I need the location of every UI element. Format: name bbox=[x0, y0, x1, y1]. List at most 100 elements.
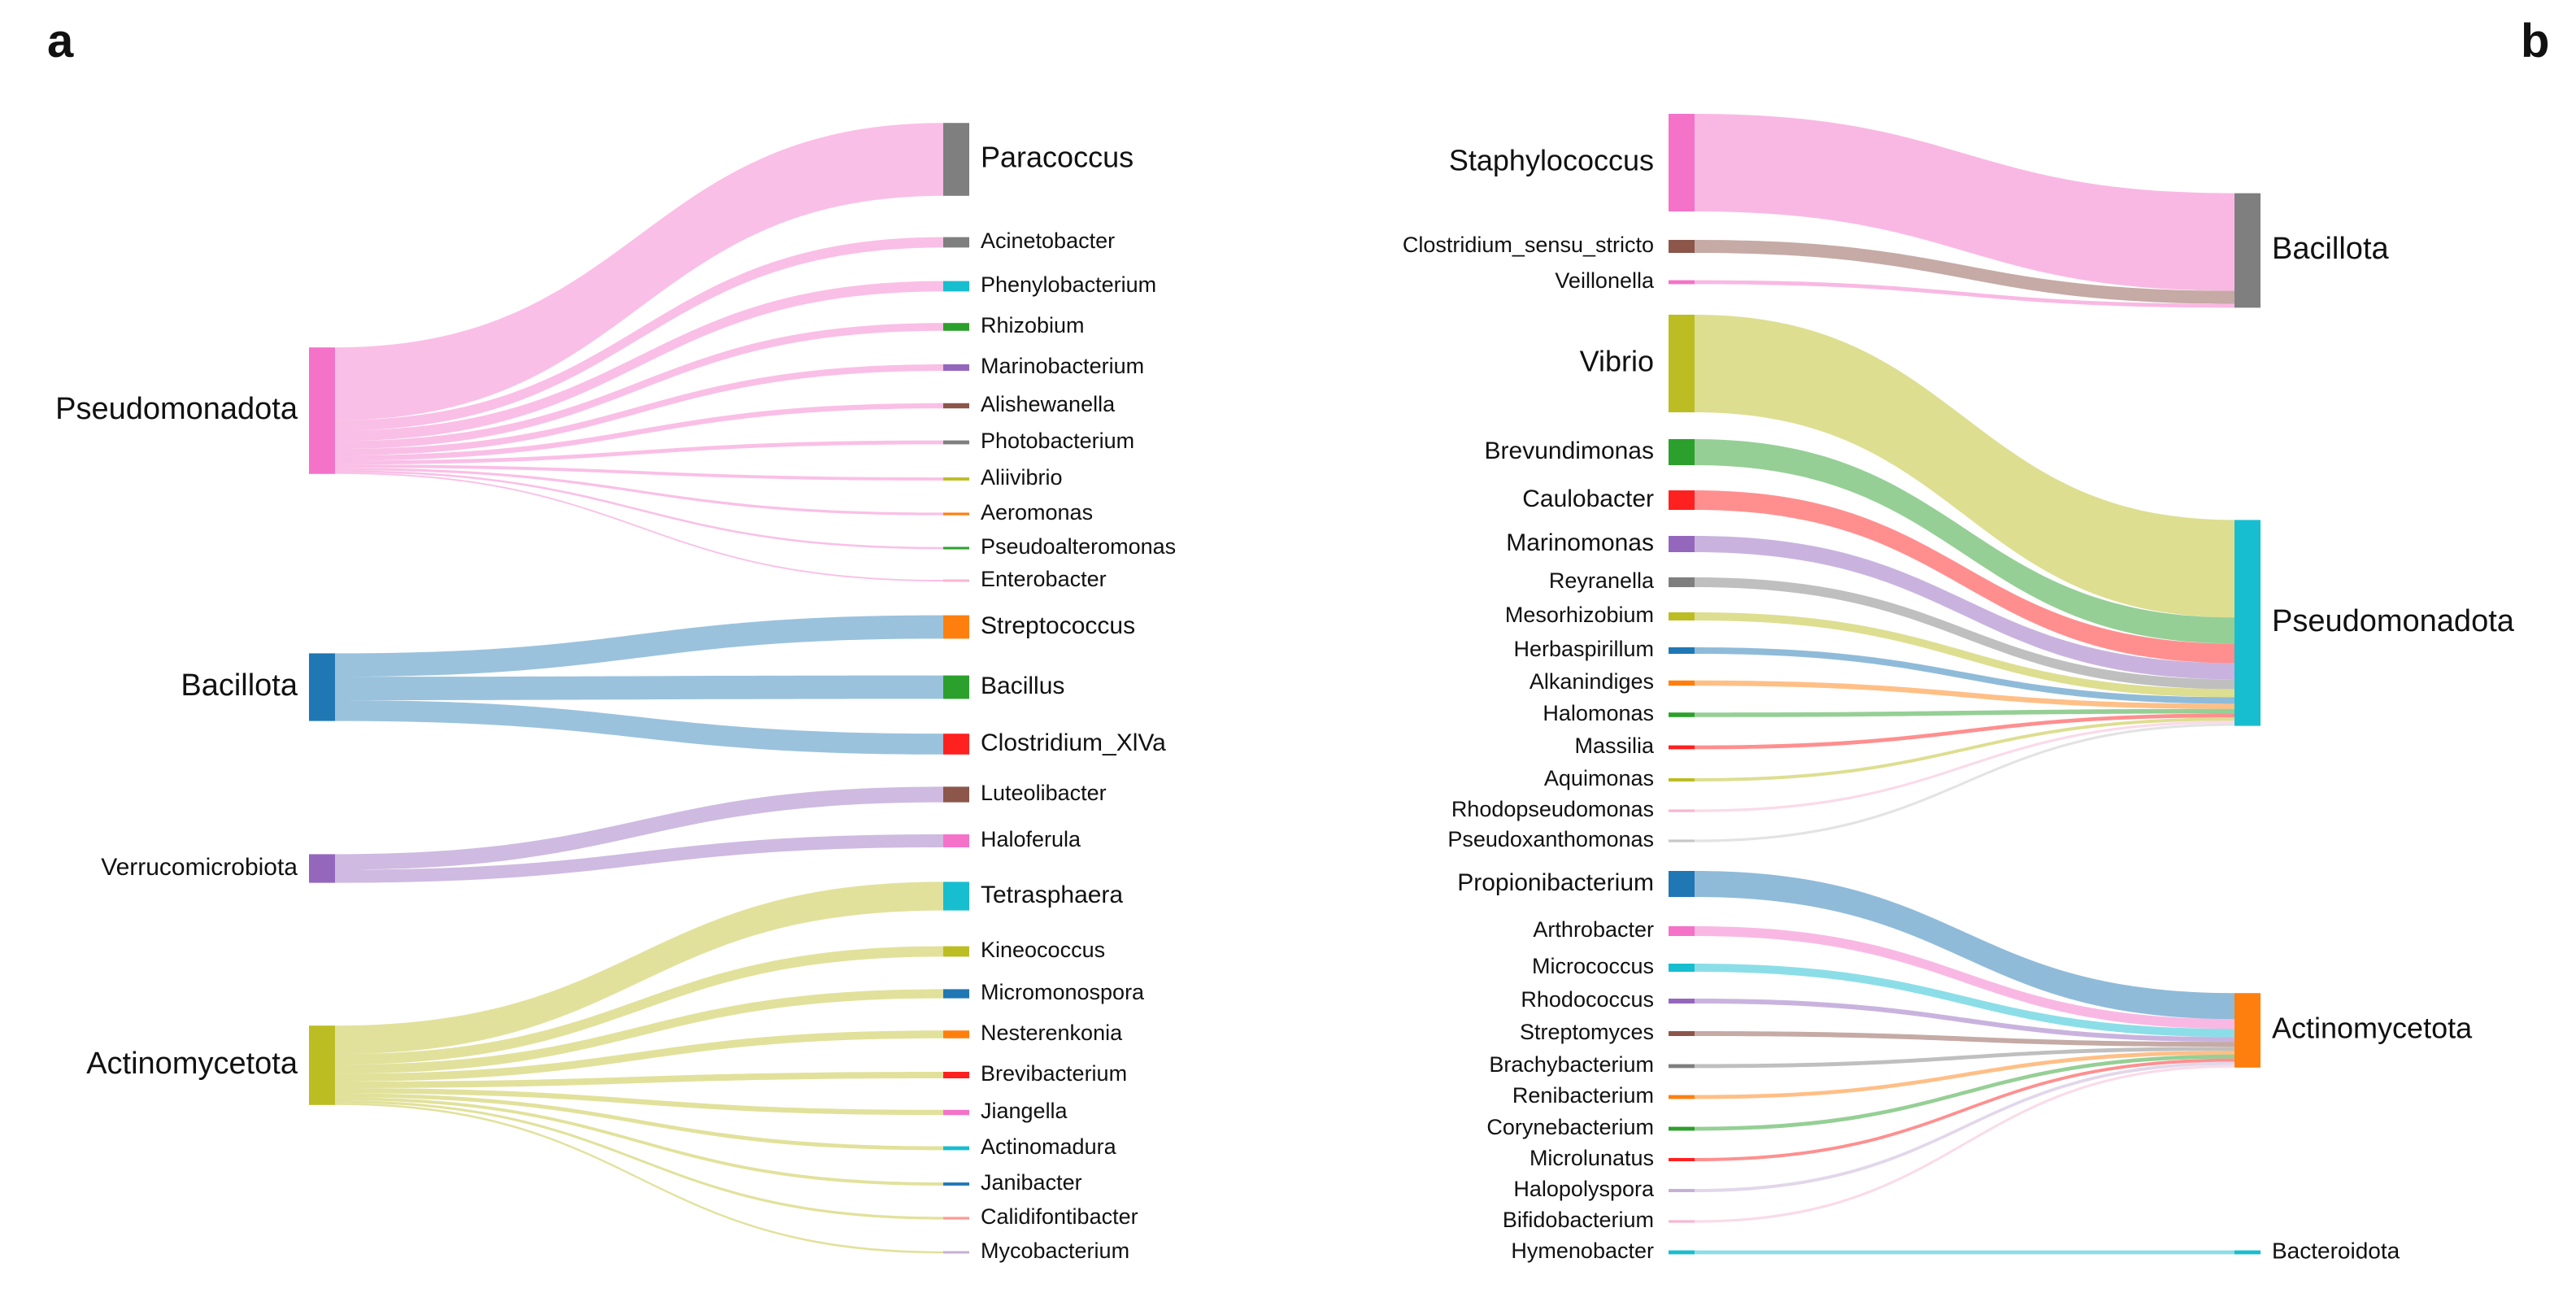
link-arthrobacter-actinomycetota bbox=[1695, 926, 2234, 1030]
panel-b-nodes bbox=[1669, 114, 2261, 1255]
source-label-halomonas: Halomonas bbox=[1543, 701, 1654, 725]
source-label-alkanindiges: Alkanindiges bbox=[1530, 669, 1654, 694]
target-node-actinomadura bbox=[943, 1146, 969, 1151]
source-node-rhodopseudomonas bbox=[1669, 809, 1695, 812]
link-verrucomicrobiota-luteolibacter bbox=[335, 786, 943, 870]
target-label-paracoccus: Paracoccus bbox=[981, 141, 1134, 174]
target-node-streptococcus bbox=[943, 615, 969, 639]
target-label-acinetobacter: Acinetobacter bbox=[981, 229, 1115, 253]
source-node-halopolyspora bbox=[1669, 1189, 1695, 1192]
link-verrucomicrobiota-haloferula bbox=[335, 834, 943, 883]
source-node-mesorhizobium bbox=[1669, 612, 1695, 620]
link-actinomycetota-kineococcus bbox=[335, 946, 943, 1065]
target-node-kineococcus bbox=[943, 946, 969, 957]
link-rhodopseudomonas-pseudomonadota bbox=[1695, 721, 2234, 812]
target-node-bacteroidota bbox=[2234, 1250, 2261, 1255]
target-label-haloferula: Haloferula bbox=[981, 827, 1081, 851]
source-label-actinomycetota: Actinomycetota bbox=[86, 1047, 298, 1081]
link-brevundimonas-pseudomonadota bbox=[1695, 439, 2234, 644]
source-node-bacillota bbox=[309, 653, 335, 721]
link-staphylococcus-bacillota bbox=[1695, 114, 2234, 291]
source-node-microlunatus bbox=[1669, 1158, 1695, 1161]
target-label-kineococcus: Kineococcus bbox=[981, 938, 1105, 962]
source-node-pseudoxanthomonas bbox=[1669, 839, 1695, 842]
target-node-phenylobacterium bbox=[943, 281, 969, 292]
target-node-micromonospora bbox=[943, 989, 969, 999]
source-node-actinomycetota bbox=[309, 1025, 335, 1105]
link-streptomyces-actinomycetota bbox=[1695, 1031, 2234, 1047]
source-label-corynebacterium: Corynebacterium bbox=[1486, 1115, 1654, 1139]
source-node-brevundimonas bbox=[1669, 439, 1695, 465]
source-label-rhodococcus: Rhodococcus bbox=[1521, 987, 1654, 1012]
target-node-janibacter bbox=[943, 1182, 969, 1186]
panel-b: b Staphylococcus Clostridium_sensu_strict… bbox=[1403, 15, 2550, 1263]
link-marinomonas-pseudomonadota bbox=[1695, 536, 2234, 680]
source-label-rhodopseudomonas: Rhodopseudomonas bbox=[1451, 797, 1654, 821]
target-node-paracoccus bbox=[943, 123, 969, 196]
source-label-streptomyces: Streptomyces bbox=[1520, 1020, 1654, 1044]
target-node-photobacterium bbox=[943, 440, 969, 445]
source-label-veillonella: Veillonella bbox=[1555, 268, 1655, 293]
link-bacillota-bacillus bbox=[335, 675, 943, 700]
target-node-calidifontibacter bbox=[943, 1217, 969, 1220]
source-node-propionibacterium bbox=[1669, 871, 1695, 897]
link-actinomycetota-actinomadura bbox=[335, 1093, 943, 1151]
target-node-bacillota bbox=[2234, 193, 2261, 308]
target-label-photobacterium: Photobacterium bbox=[981, 429, 1134, 453]
source-node-brachybacterium bbox=[1669, 1064, 1695, 1069]
link-alkanindiges-pseudomonadota bbox=[1695, 680, 2234, 709]
source-label-massilia: Massilia bbox=[1574, 734, 1655, 758]
source-label-propionibacterium: Propionibacterium bbox=[1457, 869, 1654, 896]
target-label-actinomycetota: Actinomycetota bbox=[2272, 1012, 2473, 1045]
target-label-pseudoalteromonas: Pseudoalteromonas bbox=[981, 534, 1176, 559]
link-pseudomonadota-aeromonas bbox=[335, 468, 943, 516]
source-label-reyranella: Reyranella bbox=[1549, 568, 1655, 593]
link-corynebacterium-actinomycetota bbox=[1695, 1054, 2234, 1131]
target-node-nesterenkonia bbox=[943, 1030, 969, 1038]
source-label-vibrio: Vibrio bbox=[1580, 345, 1654, 378]
source-label-pseudoxanthomonas: Pseudoxanthomonas bbox=[1447, 827, 1654, 851]
target-label-jiangella: Jiangella bbox=[981, 1099, 1068, 1123]
target-node-tetrasphaera bbox=[943, 882, 969, 911]
panel-a-labels: Pseudomonadota Bacillota Verrucomicrobiota… bbox=[55, 141, 1176, 1264]
target-label-bacillota: Bacillota bbox=[2272, 232, 2389, 266]
source-label-pseudomonadota: Pseudomonadota bbox=[55, 392, 298, 426]
source-label-renibacterium: Renibacterium bbox=[1512, 1083, 1654, 1108]
source-label-marinomonas: Marinomonas bbox=[1506, 529, 1654, 556]
target-label-aliivibrio: Aliivibrio bbox=[981, 465, 1063, 490]
panel-a: a Pseudomonadota Bacillota Verrucomicrobio… bbox=[47, 15, 1176, 1263]
target-label-actinomadura: Actinomadura bbox=[981, 1134, 1117, 1159]
target-node-actinomycetota bbox=[2234, 993, 2261, 1068]
link-propionibacterium-actinomycetota bbox=[1695, 871, 2234, 1020]
link-pseudomonadota-enterobacter bbox=[335, 472, 943, 581]
link-halomonas-pseudomonadota bbox=[1695, 708, 2234, 717]
link-reyranella-pseudomonadota bbox=[1695, 577, 2234, 690]
link-bacillota-streptococcus bbox=[335, 615, 943, 677]
target-node-mycobacterium bbox=[943, 1251, 969, 1254]
link-herbaspirillum-pseudomonadota bbox=[1695, 647, 2234, 704]
link-pseudomonadota-photobacterium bbox=[335, 440, 943, 465]
source-label-clostridium-sensu-stricto: Clostridium_sensu_stricto bbox=[1403, 233, 1654, 257]
link-aquimonas-pseudomonadota bbox=[1695, 717, 2234, 781]
link-pseudomonadota-paracoccus bbox=[335, 123, 943, 420]
source-node-reyranella bbox=[1669, 577, 1695, 587]
source-label-arthrobacter: Arthrobacter bbox=[1533, 917, 1654, 942]
link-caulobacter-pseudomonadota bbox=[1695, 490, 2234, 664]
source-node-hymenobacter bbox=[1669, 1250, 1695, 1255]
source-label-mesorhizobium: Mesorhizobium bbox=[1505, 603, 1654, 627]
target-node-acinetobacter bbox=[943, 237, 969, 248]
source-label-halopolyspora: Halopolyspora bbox=[1513, 1177, 1655, 1201]
source-node-halomonas bbox=[1669, 712, 1695, 717]
source-node-staphylococcus bbox=[1669, 114, 1695, 211]
source-label-hymenobacter: Hymenobacter bbox=[1511, 1239, 1654, 1263]
source-label-staphylococcus: Staphylococcus bbox=[1449, 144, 1654, 177]
source-node-renibacterium bbox=[1669, 1095, 1695, 1099]
link-actinomycetota-calidifontibacter bbox=[335, 1100, 943, 1220]
target-label-luteolibacter: Luteolibacter bbox=[981, 781, 1107, 805]
source-node-corynebacterium bbox=[1669, 1126, 1695, 1131]
source-node-micrococcus bbox=[1669, 964, 1695, 972]
source-label-bacillota: Bacillota bbox=[181, 668, 298, 703]
source-node-herbaspirillum bbox=[1669, 647, 1695, 654]
source-node-alkanindiges bbox=[1669, 680, 1695, 686]
target-label-calidifontibacter: Calidifontibacter bbox=[981, 1204, 1138, 1229]
